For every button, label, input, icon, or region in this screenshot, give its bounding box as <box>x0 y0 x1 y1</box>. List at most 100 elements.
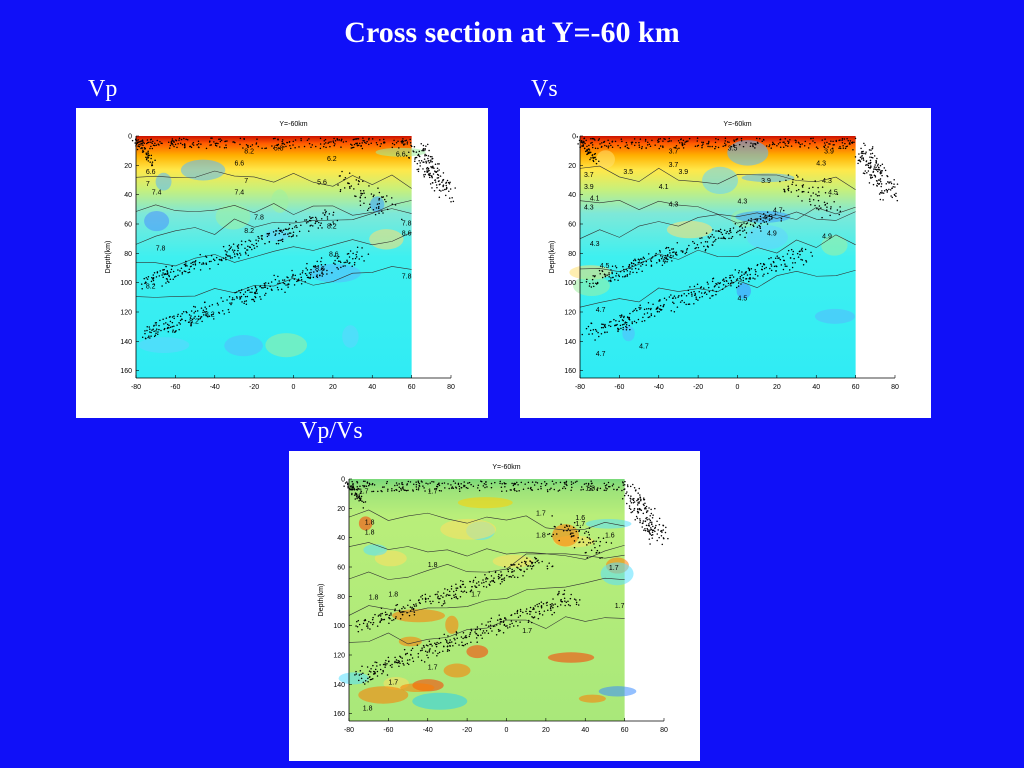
hypocenter <box>835 139 837 142</box>
hypocenter <box>643 257 646 260</box>
hypocenter <box>786 253 789 255</box>
hypocenter <box>354 138 357 140</box>
hypocenter <box>167 141 170 144</box>
hypocenter <box>156 139 158 142</box>
hypocenter <box>761 265 764 268</box>
hypocenter <box>541 614 544 616</box>
hypocenter <box>245 253 247 255</box>
hypocenter <box>204 255 207 257</box>
hypocenter <box>155 330 157 332</box>
hypocenter <box>307 221 309 223</box>
hypocenter <box>639 518 641 520</box>
hypocenter <box>636 271 638 274</box>
hypocenter <box>406 141 409 143</box>
hypocenter <box>633 144 636 147</box>
hypocenter <box>617 279 619 282</box>
hypocenter <box>456 587 459 589</box>
contour-label: 1.8 <box>369 594 379 601</box>
hypocenter <box>395 482 398 484</box>
hypocenter <box>619 270 622 273</box>
hypocenter <box>645 511 648 514</box>
hypocenter <box>251 291 253 293</box>
hypocenter <box>712 241 715 243</box>
hypocenter <box>696 140 699 142</box>
hypocenter <box>618 486 620 489</box>
hypocenter <box>393 139 395 142</box>
hypocenter <box>147 141 149 144</box>
hypocenter <box>280 229 282 231</box>
hypocenter <box>348 182 350 185</box>
hypocenter <box>405 653 407 655</box>
hypocenter <box>437 176 440 179</box>
hypocenter <box>391 666 393 668</box>
hypocenter <box>628 263 631 266</box>
hypocenter <box>202 314 205 316</box>
contour-label: 1.8 <box>365 519 375 526</box>
hypocenter <box>225 256 227 259</box>
hypocenter <box>466 642 468 645</box>
hypocenter <box>290 235 293 238</box>
hypocenter <box>886 191 889 193</box>
hypocenter <box>171 316 174 318</box>
hypocenter <box>511 571 514 573</box>
hypocenter <box>432 600 434 603</box>
hypocenter <box>511 482 513 485</box>
hypocenter <box>399 656 402 658</box>
hypocenter <box>613 488 615 491</box>
hypocenter <box>358 176 361 178</box>
hypocenter <box>321 272 323 275</box>
hypocenter <box>605 484 608 486</box>
hypocenter <box>865 164 867 166</box>
hypocenter <box>231 257 233 259</box>
hypocenter <box>452 487 455 490</box>
hypocenter <box>410 654 412 656</box>
vp-chart: Y=-60km 6.6 7 7.4 6.6 7 7.4 7.8 8.2 7.8 8.2 8.2 8.2 8… <box>76 108 488 418</box>
hypocenter <box>527 621 530 624</box>
hypocenter <box>564 483 566 485</box>
hypocenter <box>487 621 489 623</box>
hypocenter <box>707 145 709 148</box>
hypocenter <box>316 220 318 223</box>
hypocenter <box>608 276 610 278</box>
hypocenter <box>621 140 623 143</box>
hypocenter <box>312 265 315 268</box>
hypocenter <box>650 257 653 259</box>
hypocenter <box>776 144 778 147</box>
hypocenter <box>251 287 253 290</box>
hypocenter <box>418 601 421 604</box>
hypocenter <box>151 329 153 331</box>
hypocenter <box>408 658 411 661</box>
hypocenter <box>552 598 554 600</box>
hypocenter <box>484 481 487 483</box>
hypocenter <box>830 206 832 208</box>
hypocenter <box>168 147 171 149</box>
hypocenter <box>749 223 752 226</box>
hypocenter <box>435 645 438 648</box>
hypocenter <box>359 498 362 501</box>
hypocenter <box>355 253 357 256</box>
hypocenter <box>226 255 229 257</box>
hypocenter <box>717 138 719 141</box>
hypocenter <box>184 319 187 322</box>
hypocenter <box>766 223 769 225</box>
hypocenter <box>461 644 464 647</box>
hypocenter <box>711 244 714 246</box>
hypocenter <box>438 601 440 604</box>
hypocenter <box>632 310 634 313</box>
hypocenter <box>784 265 787 267</box>
hypocenter <box>650 528 653 531</box>
hypocenter <box>218 312 221 314</box>
hypocenter <box>745 232 748 234</box>
hypocenter <box>343 261 345 264</box>
hypocenter <box>626 275 628 277</box>
anomaly-blob <box>578 694 606 703</box>
hypocenter <box>203 311 206 313</box>
hypocenter <box>197 140 200 142</box>
hypocenter <box>730 279 733 282</box>
hypocenter <box>857 162 859 165</box>
hypocenter <box>661 531 663 533</box>
hypocenter <box>485 578 487 580</box>
hypocenter <box>651 139 653 142</box>
hypocenter <box>436 170 439 172</box>
hypocenter <box>789 138 791 141</box>
